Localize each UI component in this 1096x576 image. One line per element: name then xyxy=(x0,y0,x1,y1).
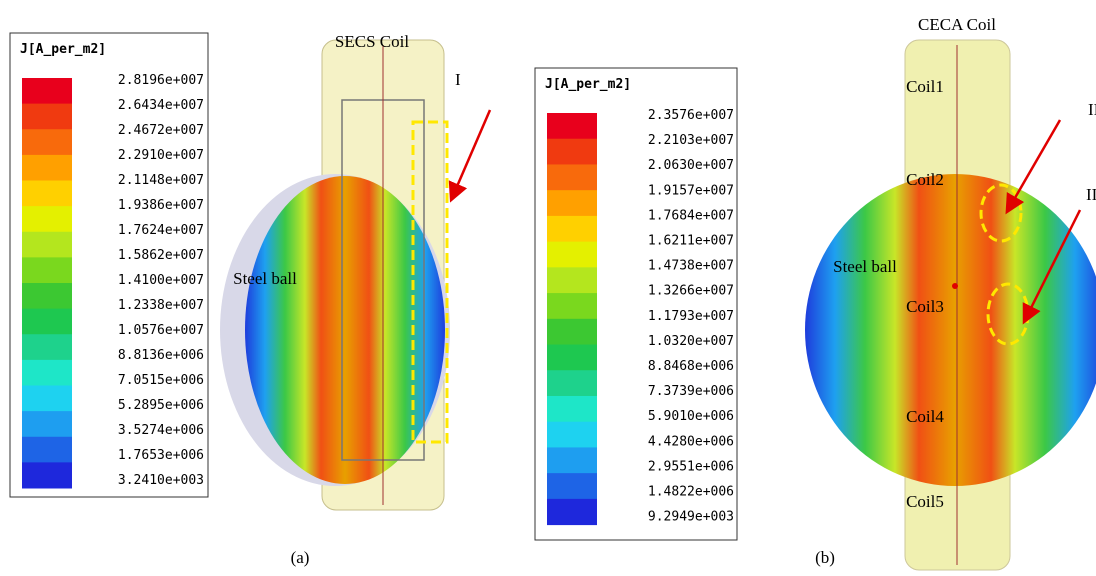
annotation: III xyxy=(1086,185,1096,204)
coil-label: Coil2 xyxy=(906,170,944,189)
color-swatch xyxy=(22,437,72,463)
color-swatch xyxy=(22,232,72,258)
color-swatch xyxy=(547,396,597,422)
legend-label: 1.9386e+007 xyxy=(118,198,204,213)
legend-title: J[A_per_m2] xyxy=(20,42,106,57)
legend-label: 7.0515e+006 xyxy=(118,373,204,388)
color-swatch xyxy=(22,386,72,412)
object-label: Steel ball xyxy=(233,269,297,288)
color-swatch xyxy=(547,499,597,525)
legend-label: 4.4280e+006 xyxy=(648,434,734,449)
color-swatch xyxy=(547,370,597,396)
legend-label: 2.3576e+007 xyxy=(648,108,734,123)
color-swatch xyxy=(22,206,72,232)
legend-label: 8.8136e+006 xyxy=(118,348,204,363)
legend-label: 1.1793e+007 xyxy=(648,309,734,324)
color-swatch xyxy=(22,155,72,181)
legend-label: 2.2910e+007 xyxy=(118,148,204,163)
annotation: I xyxy=(455,70,461,89)
legend-label: 1.2338e+007 xyxy=(118,298,204,313)
coil-label: Coil3 xyxy=(906,297,944,316)
color-swatch xyxy=(547,242,597,268)
panel-label: (b) xyxy=(815,548,835,567)
color-swatch xyxy=(22,257,72,283)
color-swatch xyxy=(22,462,72,488)
coil-title: SECS Coil xyxy=(335,32,409,51)
model-b xyxy=(805,40,1096,570)
color-swatch xyxy=(547,447,597,473)
legend-label: 5.2895e+006 xyxy=(118,398,204,413)
legend-label: 2.9551e+006 xyxy=(648,459,734,474)
legend-label: 1.0576e+007 xyxy=(118,323,204,338)
color-swatch xyxy=(547,216,597,242)
legend-label: 2.0630e+007 xyxy=(648,158,734,173)
legend-label: 3.2410e+003 xyxy=(118,473,204,488)
legend-label: 3.5274e+006 xyxy=(118,423,204,438)
coil-label: Coil4 xyxy=(906,407,944,426)
legend-title: J[A_per_m2] xyxy=(545,77,631,92)
color-swatch xyxy=(547,422,597,448)
color-swatch xyxy=(547,139,597,165)
legend-label: 1.0320e+007 xyxy=(648,334,734,349)
legend-label: 9.2949e+003 xyxy=(648,510,734,525)
color-swatch xyxy=(22,309,72,335)
color-swatch xyxy=(547,267,597,293)
legend-label: 8.8468e+006 xyxy=(648,359,734,374)
legend-label: 7.3739e+006 xyxy=(648,384,734,399)
coil-label: Coil5 xyxy=(906,492,944,511)
color-swatch xyxy=(547,164,597,190)
color-swatch xyxy=(547,319,597,345)
color-swatch xyxy=(547,345,597,371)
legend-label: 2.1148e+007 xyxy=(118,173,204,188)
legend-label: 1.5862e+007 xyxy=(118,248,204,263)
legend-label: 1.7653e+006 xyxy=(118,448,204,463)
legend-label: 1.9157e+007 xyxy=(648,183,734,198)
color-swatch xyxy=(22,129,72,155)
legend-label: 1.3266e+007 xyxy=(648,284,734,299)
legend-label: 5.9010e+006 xyxy=(648,409,734,424)
color-swatch xyxy=(22,181,72,207)
color-swatch xyxy=(22,334,72,360)
coil-label: Coil1 xyxy=(906,77,944,96)
color-swatch xyxy=(22,411,72,437)
legend-label: 2.8196e+007 xyxy=(118,73,204,88)
color-swatch xyxy=(547,293,597,319)
legend-label: 2.2103e+007 xyxy=(648,133,734,148)
coil-title: CECA Coil xyxy=(918,15,996,34)
color-swatch xyxy=(22,360,72,386)
color-swatch xyxy=(22,78,72,104)
annotation: II xyxy=(1088,100,1096,119)
color-swatch xyxy=(22,104,72,130)
legend-label: 1.4822e+006 xyxy=(648,485,734,500)
figure: J[A_per_m2] 2.8196e+007 2.6434e+007 2.4672e… xyxy=(0,0,1096,576)
legend-label: 1.4738e+007 xyxy=(648,259,734,274)
color-swatch xyxy=(547,113,597,139)
legend-label: 1.6211e+007 xyxy=(648,234,734,249)
color-swatch xyxy=(547,190,597,216)
object-label: Steel ball xyxy=(833,257,897,276)
legend-label: 2.6434e+007 xyxy=(118,98,204,113)
legend-label: 2.4672e+007 xyxy=(118,123,204,138)
legend-label: 1.4100e+007 xyxy=(118,273,204,288)
legend-label: 1.7624e+007 xyxy=(118,223,204,238)
legend-label: 1.7684e+007 xyxy=(648,208,734,223)
panel-label: (a) xyxy=(291,548,310,567)
color-swatch xyxy=(22,283,72,309)
color-swatch xyxy=(547,473,597,499)
